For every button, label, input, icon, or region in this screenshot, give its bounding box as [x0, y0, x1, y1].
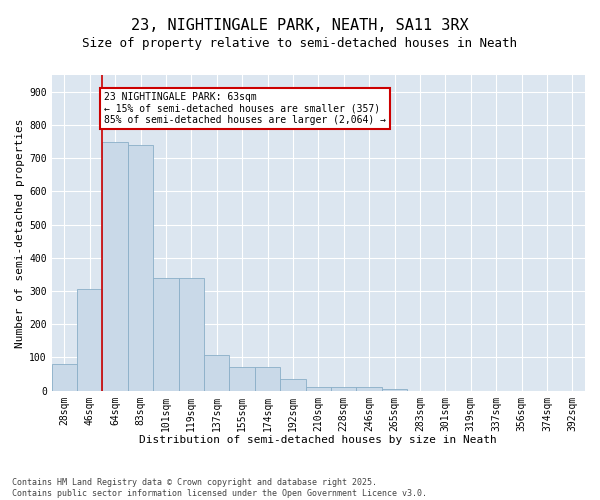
X-axis label: Distribution of semi-detached houses by size in Neath: Distribution of semi-detached houses by …	[139, 435, 497, 445]
Text: Size of property relative to semi-detached houses in Neath: Size of property relative to semi-detach…	[83, 38, 517, 51]
Bar	[153, 278, 179, 390]
Bar	[179, 278, 204, 390]
Bar	[52, 364, 77, 390]
Bar	[128, 146, 153, 390]
Bar	[77, 290, 103, 390]
Bar	[229, 368, 255, 390]
Bar	[331, 388, 356, 390]
Bar	[382, 389, 407, 390]
Bar	[280, 379, 305, 390]
Bar	[255, 368, 280, 390]
Text: Contains HM Land Registry data © Crown copyright and database right 2025.
Contai: Contains HM Land Registry data © Crown c…	[12, 478, 427, 498]
Bar	[103, 142, 128, 390]
Y-axis label: Number of semi-detached properties: Number of semi-detached properties	[15, 118, 25, 348]
Bar	[305, 386, 331, 390]
Bar	[204, 355, 229, 390]
Bar	[356, 388, 382, 390]
Text: 23 NIGHTINGALE PARK: 63sqm
← 15% of semi-detached houses are smaller (357)
85% o: 23 NIGHTINGALE PARK: 63sqm ← 15% of semi…	[104, 92, 386, 125]
Text: 23, NIGHTINGALE PARK, NEATH, SA11 3RX: 23, NIGHTINGALE PARK, NEATH, SA11 3RX	[131, 18, 469, 32]
